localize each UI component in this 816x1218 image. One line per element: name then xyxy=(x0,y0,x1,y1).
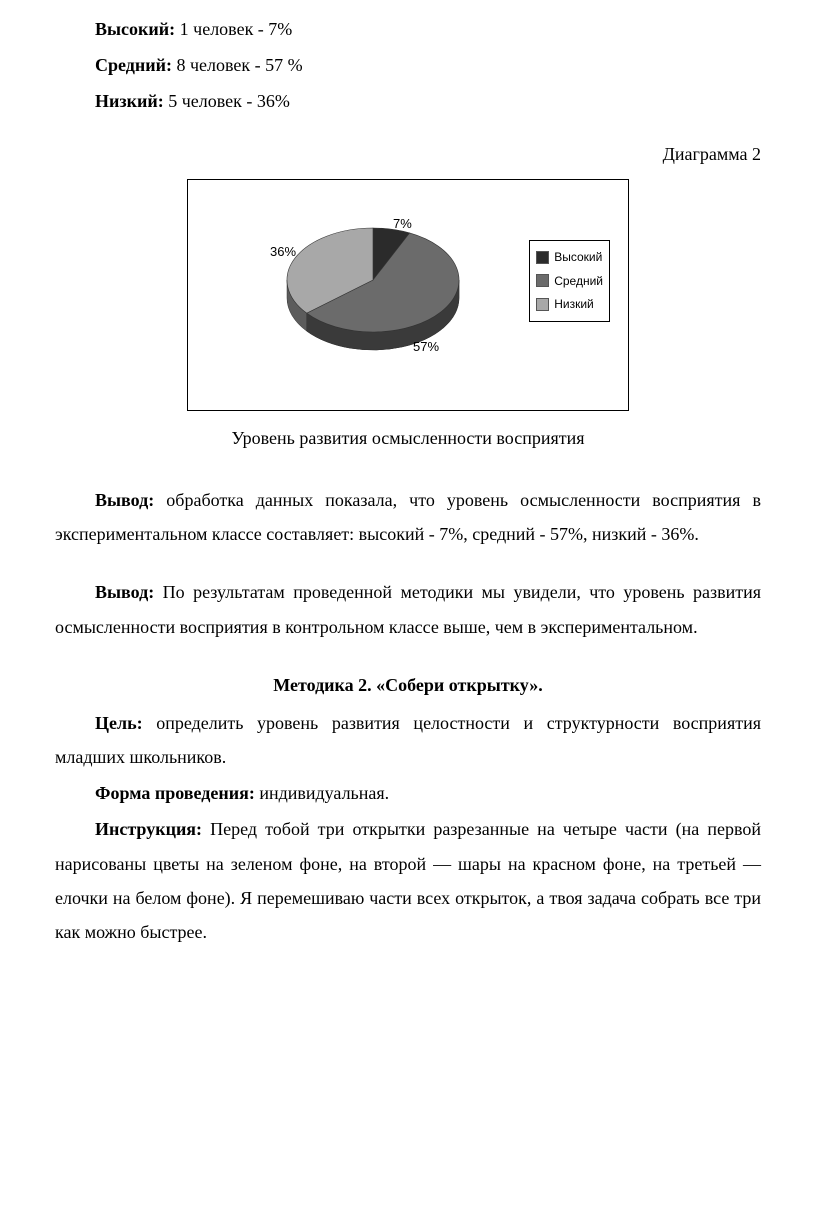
stat-low: Низкий: 5 человек - 36% xyxy=(55,84,761,118)
legend-label: Средний xyxy=(554,270,603,293)
diagram-number: Диаграмма 2 xyxy=(55,137,761,171)
legend-label: Высокий xyxy=(554,246,602,269)
stat-mid: Средний: 8 человек - 57 % xyxy=(55,48,761,82)
conclusion-1-label: Вывод: xyxy=(95,490,154,510)
instruction-paragraph: Инструкция: Перед тобой три открытки раз… xyxy=(55,812,761,949)
stat-high-label: Высокий: xyxy=(95,19,175,39)
stat-mid-text: 8 человек - 57 % xyxy=(176,55,302,75)
conclusion-1-text: обработка данных показала, что уровень о… xyxy=(55,490,761,544)
legend-row: Средний xyxy=(536,270,603,293)
conclusion-2: Вывод: По результатам проведенной методи… xyxy=(55,575,761,643)
legend-row: Низкий xyxy=(536,293,603,316)
chart-legend: ВысокийСреднийНизкий xyxy=(529,240,610,322)
form-text: индивидуальная. xyxy=(255,783,389,803)
conclusion-1: Вывод: обработка данных показала, что ур… xyxy=(55,483,761,551)
form-label: Форма проведения: xyxy=(95,783,255,803)
legend-row: Высокий xyxy=(536,246,603,269)
goal-label: Цель: xyxy=(95,713,143,733)
instruction-label: Инструкция: xyxy=(95,819,202,839)
chart-caption: Уровень развития осмысленности восприяти… xyxy=(55,421,761,455)
stat-high: Высокий: 1 человек - 7% xyxy=(55,12,761,46)
conclusion-2-label: Вывод: xyxy=(95,582,154,602)
legend-label: Низкий xyxy=(554,293,594,316)
stat-low-text: 5 человек - 36% xyxy=(168,91,290,111)
form-paragraph: Форма проведения: индивидуальная. xyxy=(55,776,761,810)
pie-slice-label: 7% xyxy=(393,212,412,237)
legend-swatch-icon xyxy=(536,274,549,287)
goal-text: определить уровень развития целостности … xyxy=(55,713,761,767)
stat-mid-label: Средний: xyxy=(95,55,172,75)
conclusion-2-text: По результатам проведенной методики мы у… xyxy=(55,582,761,636)
method-heading: Методика 2. «Собери открытку». xyxy=(55,668,761,702)
legend-swatch-icon xyxy=(536,251,549,264)
stat-high-text: 1 человек - 7% xyxy=(180,19,293,39)
goal-paragraph: Цель: определить уровень развития целост… xyxy=(55,706,761,774)
pie-slice-label: 57% xyxy=(413,335,439,360)
pie-slice-label: 36% xyxy=(270,240,296,265)
legend-swatch-icon xyxy=(536,298,549,311)
pie-chart: ВысокийСреднийНизкий 7% 57% 36% xyxy=(187,179,629,411)
stat-low-label: Низкий: xyxy=(95,91,164,111)
